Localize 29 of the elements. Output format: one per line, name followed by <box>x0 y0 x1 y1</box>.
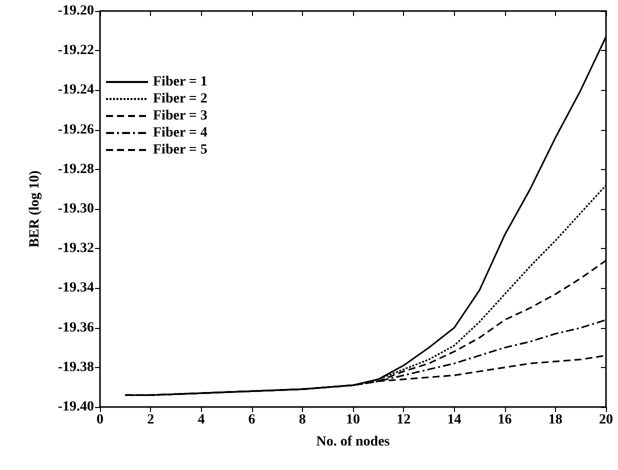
y-tick-label: -19.32 <box>58 241 94 256</box>
y-tick-label: -19.30 <box>58 202 94 216</box>
x-tick-label: 10 <box>346 412 360 428</box>
y-tick-label: -19.38 <box>58 360 94 375</box>
legend-label: Fiber = 2 <box>153 92 208 106</box>
y-axis-title: BER (log 10) <box>28 170 42 248</box>
y-tick-label: -19.26 <box>58 122 94 138</box>
x-tick-label: 12 <box>396 412 411 428</box>
x-tick-label: 8 <box>298 412 306 428</box>
y-tick-label: -19.36 <box>58 320 94 336</box>
y-tick-label: -19.22 <box>58 43 94 58</box>
legend-label: Fiber = 3 <box>153 108 208 124</box>
x-tick-label: 2 <box>147 412 154 428</box>
x-tick-label: 6 <box>248 412 256 428</box>
x-tick-label: 0 <box>96 412 104 428</box>
legend-label: Fiber = 4 <box>153 126 208 140</box>
y-tick-label: -19.34 <box>58 280 94 296</box>
y-tick-label: -19.20 <box>58 4 94 18</box>
x-tick-label: 14 <box>447 412 462 428</box>
x-tick-label: 16 <box>498 412 512 428</box>
x-axis-title: No. of nodes <box>316 434 390 450</box>
legend-label: Fiber = 5 <box>153 142 208 158</box>
y-tick-label: -19.24 <box>58 82 94 98</box>
x-tick-label: 18 <box>548 412 562 428</box>
y-tick-label: -19.40 <box>58 400 94 414</box>
x-tick-label: 4 <box>198 412 205 428</box>
legend-label: Fiber = 1 <box>153 74 208 90</box>
y-tick-label: -19.28 <box>58 162 94 177</box>
x-tick-label: 20 <box>599 412 613 428</box>
